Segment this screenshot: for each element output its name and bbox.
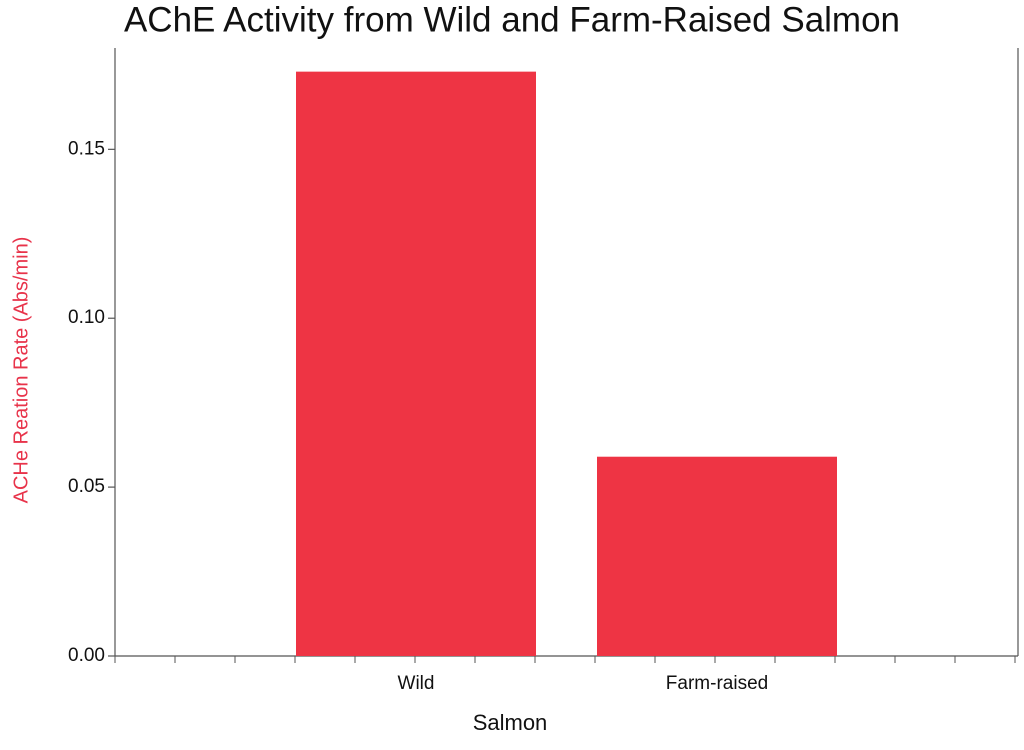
y-tick-label: 0.05: [68, 476, 105, 497]
y-tick-label: 0.00: [68, 645, 105, 666]
y-axis-label: ACHe Reation Rate (Abs/min): [10, 237, 32, 504]
chart-title: AChE Activity from Wild and Farm-Raised …: [124, 0, 900, 39]
bar: [296, 71, 536, 656]
bar: [597, 456, 837, 656]
x-tick-label: Wild: [398, 673, 435, 694]
y-tick-label: 0.10: [68, 307, 105, 328]
x-tick-label: Farm-raised: [666, 673, 768, 694]
x-axis-label: Salmon: [473, 710, 548, 735]
y-tick-label: 0.15: [68, 138, 105, 159]
